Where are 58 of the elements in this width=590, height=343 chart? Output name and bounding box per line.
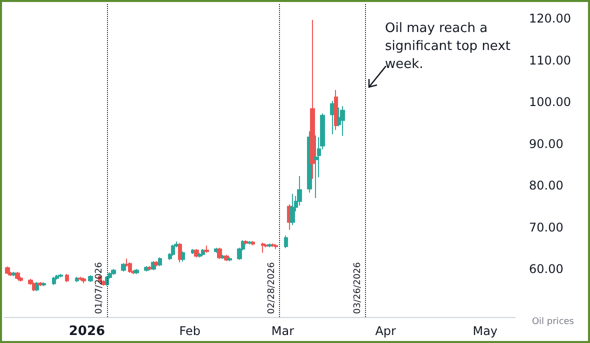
candlestick bbox=[201, 248, 205, 256]
candlestick bbox=[178, 242, 182, 263]
candlestick bbox=[42, 282, 46, 287]
candlestick bbox=[15, 271, 20, 280]
x-tick-label: May bbox=[472, 324, 498, 338]
candlestick bbox=[244, 240, 248, 245]
candlestick bbox=[271, 243, 275, 248]
ref-line-label: 02/28/2026 bbox=[266, 262, 277, 314]
candlestick bbox=[18, 276, 23, 282]
y-tick-label: 70.00 bbox=[529, 220, 564, 234]
candlestick bbox=[65, 274, 69, 282]
ref-line-label: 03/26/2026 bbox=[353, 262, 364, 314]
x-tick-label: Feb bbox=[179, 324, 200, 338]
candlestick bbox=[314, 134, 318, 199]
candlestick bbox=[310, 19, 315, 180]
candlestick bbox=[227, 256, 232, 262]
candlestick bbox=[217, 247, 222, 260]
candlestick bbox=[158, 256, 162, 267]
y-tick-label: 90.00 bbox=[529, 136, 564, 151]
candlestick bbox=[144, 266, 149, 272]
candlestick bbox=[5, 266, 10, 275]
y-tick-label: 110.00 bbox=[529, 53, 571, 68]
candlestick bbox=[267, 243, 272, 248]
candlestick bbox=[111, 268, 116, 276]
x-tick-label: Apr bbox=[375, 324, 396, 338]
candlestick bbox=[134, 268, 139, 275]
candlestick bbox=[204, 245, 209, 254]
candlestick bbox=[128, 262, 132, 274]
candlestick bbox=[171, 244, 175, 256]
candlestick bbox=[261, 242, 265, 254]
candlestick bbox=[88, 274, 93, 282]
candlestick bbox=[58, 274, 63, 278]
candlestick bbox=[284, 235, 288, 249]
y-tick-label: 100.00 bbox=[529, 95, 571, 110]
candlestick bbox=[38, 281, 43, 287]
y-tick-label: 60.00 bbox=[529, 262, 564, 276]
text: Oil prices bbox=[532, 317, 574, 327]
candlestick bbox=[81, 277, 86, 284]
candlestick bbox=[12, 271, 16, 277]
candlestick bbox=[198, 252, 202, 258]
candlestick bbox=[334, 89, 338, 131]
candlestick bbox=[35, 281, 39, 292]
annotation: Oil may reach a significant top next week. bbox=[385, 20, 512, 74]
x-tick-label: Mar bbox=[271, 324, 294, 338]
candlestick bbox=[290, 193, 295, 226]
ref-line-label: 01/07/2026 bbox=[94, 262, 104, 314]
candlestick bbox=[330, 100, 335, 135]
candlestick bbox=[340, 106, 345, 136]
candlestick bbox=[75, 276, 79, 282]
y-tick-label: 80.00 bbox=[529, 178, 564, 193]
candlestick bbox=[52, 276, 56, 286]
y-tick-label: 120.00 bbox=[529, 12, 571, 26]
candlestick bbox=[274, 244, 278, 250]
candlestick bbox=[251, 240, 255, 246]
candlestick bbox=[194, 248, 199, 258]
candlestick bbox=[181, 250, 185, 262]
x-tick-label: 2026 bbox=[68, 324, 106, 339]
candlestick bbox=[121, 262, 126, 272]
